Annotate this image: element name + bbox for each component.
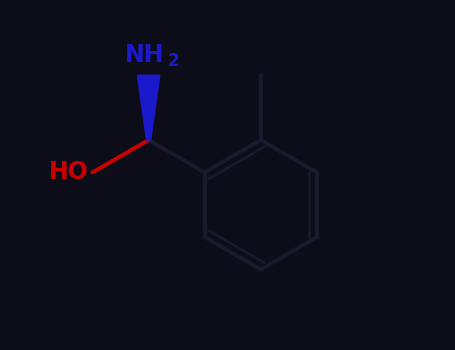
Text: HO: HO	[49, 160, 89, 184]
Text: NH: NH	[125, 42, 165, 66]
Polygon shape	[137, 75, 160, 140]
Text: 2: 2	[168, 52, 179, 70]
